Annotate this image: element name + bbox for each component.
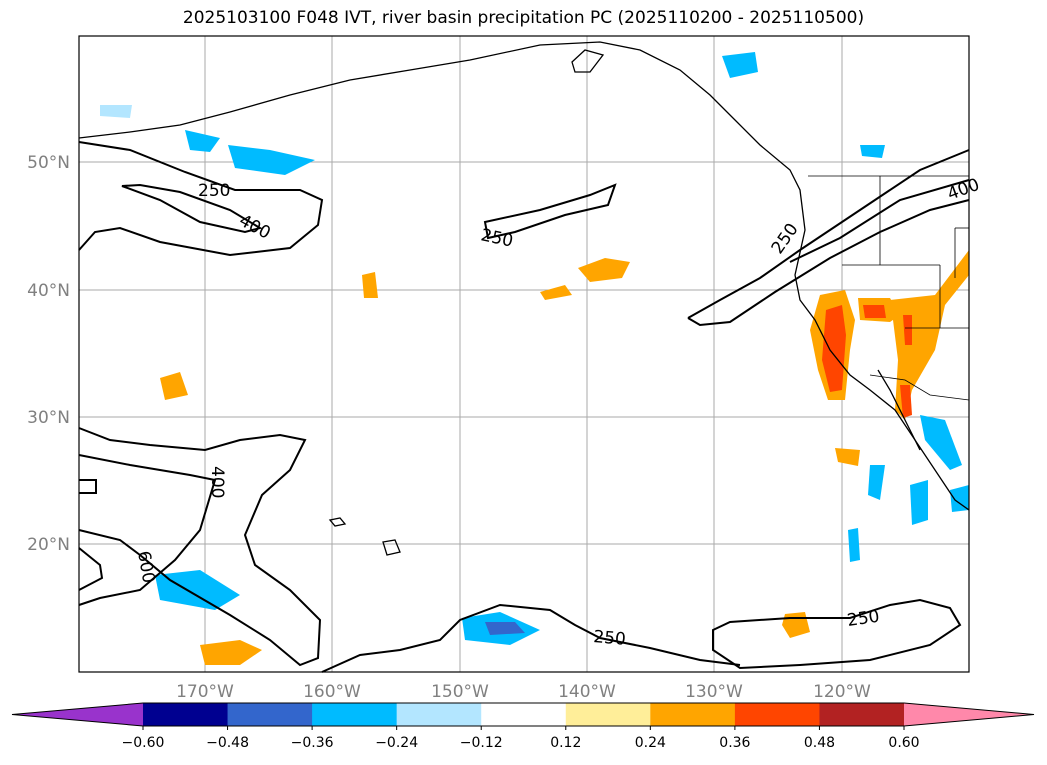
colorbar-extend-high [904,703,1034,726]
map-frame [78,35,970,673]
lat-label-40n: 40°N [27,281,70,301]
colorbar-segment-8 [819,703,905,726]
precip-positive-pacific-4 [362,272,378,298]
latitude-labels: 50°N 40°N 30°N 20°N [27,153,70,555]
contour-label-8: 250 [593,627,627,650]
colorbar: −0.60 −0.48 −0.36 −0.24 −0.12 0.12 0.24 0.36 0.4… [11,702,1035,751]
colorbar-segment-3 [396,703,482,726]
graticule [79,36,969,672]
colorbar-segment-2 [312,703,398,726]
precip-positive-pacific-1 [578,258,630,282]
contour-label-6: 400 [207,466,227,498]
ivt-contours [78,141,970,673]
contour-250-coast-a [687,149,970,319]
lon-label-140w: 140°W [558,682,616,702]
precip-strong-negative-hawaii [485,622,525,635]
colorbar-tick-label-4: −0.12 [460,735,503,751]
lon-label-160w: 160°W [303,682,361,702]
contour-label-1: 250 [198,181,230,201]
coastlines [78,41,970,556]
colorbar-tick-label-1: −0.48 [206,735,249,751]
precip-negative-mexico-4 [848,528,860,562]
contour-400-northwest [121,183,263,234]
lat-label-50n: 50°N [27,153,70,173]
precip-positive-pacific-3 [160,372,188,400]
contour-250-northwest [78,141,324,257]
political-borders [808,175,970,401]
lon-label-120w: 120°W [813,682,871,702]
colorbar-tick-label-3: −0.24 [375,735,418,751]
precip-negative-idaho [860,145,885,158]
island-alaska [571,49,605,73]
lat-label-30n: 30°N [27,408,70,428]
contour-small-west [79,479,97,494]
colorbar-tick-label-9: 0.60 [888,735,919,751]
precip-negative-pacific-north-3 [100,105,132,118]
colorbar-segment-4 [481,703,567,726]
precip-negative-mexico-3 [910,480,928,525]
precip-strong-interior [903,315,912,345]
longitude-labels: 170°W 160°W 150°W 140°W 130°W 120°W [176,682,871,702]
precip-negative-mexico-2 [868,465,885,500]
precip-negative-mexico [920,415,962,470]
colorbar-tick-label-5: 0.12 [550,735,581,751]
lat-label-20n: 20°N [27,535,70,555]
contour-250-southwest [78,427,322,667]
precip-positive-pacific-2 [540,285,572,300]
precip-negative-bc [722,52,758,78]
island-hawaii-1 [328,517,347,527]
contour-250-central [483,183,617,240]
contour-250-coast-b [687,199,970,327]
precip-positive-ocean-2 [835,448,860,466]
precip-negative-pacific-north [228,145,315,175]
precip-strong-baja [900,385,912,418]
precip-positive-pacific-5 [200,640,262,665]
precip-negative-pacific-north-2 [185,130,220,152]
colorbar-tick-label-8: 0.48 [804,735,835,751]
precip-shading [100,52,969,665]
precip-strong-nevada [863,305,886,318]
contour-label-9: 250 [846,607,881,631]
precip-negative-mexico-5 [950,485,969,512]
colorbar-segment-0 [143,703,229,726]
precip-negative-hawaii-west [155,570,240,610]
colorbar-tick-label-7: 0.36 [719,735,750,751]
contour-400-coast [789,179,970,263]
coastline-baja [877,369,921,451]
contour-250-south-central [321,603,741,673]
colorbar-segment-1 [227,703,313,726]
colorbar-tick-label-2: −0.36 [291,735,334,751]
colorbar-segment-5 [565,703,651,726]
contour-600-southwest [78,547,104,591]
colorbar-extend-low [12,703,143,726]
lon-label-130w: 130°W [685,682,743,702]
coastline-north-pacific [78,41,970,511]
lon-label-150w: 150°W [431,682,489,702]
contour-400-southwest [78,454,217,606]
precip-strong-california [822,305,846,392]
colorbar-tick-label-6: 0.24 [635,735,666,751]
border-us-mexico [869,374,970,401]
island-hawaii-2 [382,539,401,556]
lon-label-170w: 170°W [176,682,234,702]
contour-250-southeast [712,598,962,670]
colorbar-tick-label-0: −0.60 [122,735,165,751]
colorbar-segment-7 [734,703,820,726]
precip-positive-interior [890,250,969,420]
colorbar-segment-6 [650,703,736,726]
map-title: 2025103100 F048 IVT, river basin precipi… [182,8,865,28]
